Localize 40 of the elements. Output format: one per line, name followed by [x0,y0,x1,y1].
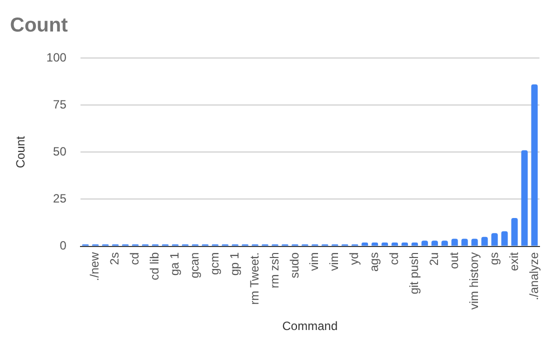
x-tick-label: git push [407,252,422,294]
bar [521,150,528,246]
x-tick-label: gcan [187,252,202,278]
chart-title: Count [10,14,68,37]
x-tick-label: ags [367,252,382,272]
bar [461,238,468,246]
x-tick-label: gp 1 [227,252,242,276]
x-tick-label: 2u [426,252,441,266]
x-tick-label: sudo [287,252,302,278]
x-tick-label: cd [128,252,142,265]
y-tick-label: 0 [60,238,67,253]
x-tick-label: ./analyze [526,252,541,300]
x-tick-label: vim [327,252,342,271]
y-tick-label: 50 [53,144,67,158]
bar [531,84,538,246]
x-tick-label: gs [486,252,501,265]
x-tick-label: rm Tweet. [247,252,262,305]
y-tick-label: 25 [53,192,67,206]
x-tick-label: cd lib [148,252,162,280]
x-tick-label: ./new [88,252,102,281]
bar [501,231,508,246]
y-tick-label: 75 [53,97,67,112]
bar [511,218,518,246]
y-axis-title: Count [14,135,28,168]
bar [481,236,488,246]
x-tick-label: 2s [108,252,122,265]
bar [451,238,458,246]
bar [471,238,478,246]
x-tick-label: rm zsh [267,252,282,288]
x-tick-label: ga 1 [168,252,182,276]
y-tick-label: 100 [46,50,67,64]
x-tick-label: cd [387,252,402,265]
x-tick-label: vim [307,252,322,271]
x-axis-title: Command [282,319,338,334]
x-tick-label: vim history [466,252,481,310]
x-tick-label: exit [506,252,521,271]
x-tick-label: out [446,252,461,269]
x-tick-label: gcm [207,252,222,275]
bar [491,233,498,246]
x-tick-label: yd [347,252,362,265]
